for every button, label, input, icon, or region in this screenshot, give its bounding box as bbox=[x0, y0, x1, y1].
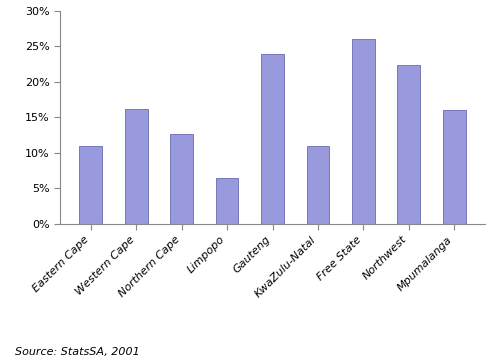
Bar bbox=[352, 39, 375, 224]
Bar bbox=[306, 146, 330, 224]
Bar bbox=[125, 109, 148, 224]
Bar bbox=[170, 134, 193, 224]
Text: Source: StatsSA, 2001: Source: StatsSA, 2001 bbox=[15, 347, 140, 357]
Bar bbox=[443, 110, 466, 224]
Bar bbox=[261, 54, 284, 224]
Bar bbox=[216, 178, 238, 224]
Bar bbox=[80, 146, 102, 224]
Bar bbox=[398, 65, 420, 224]
